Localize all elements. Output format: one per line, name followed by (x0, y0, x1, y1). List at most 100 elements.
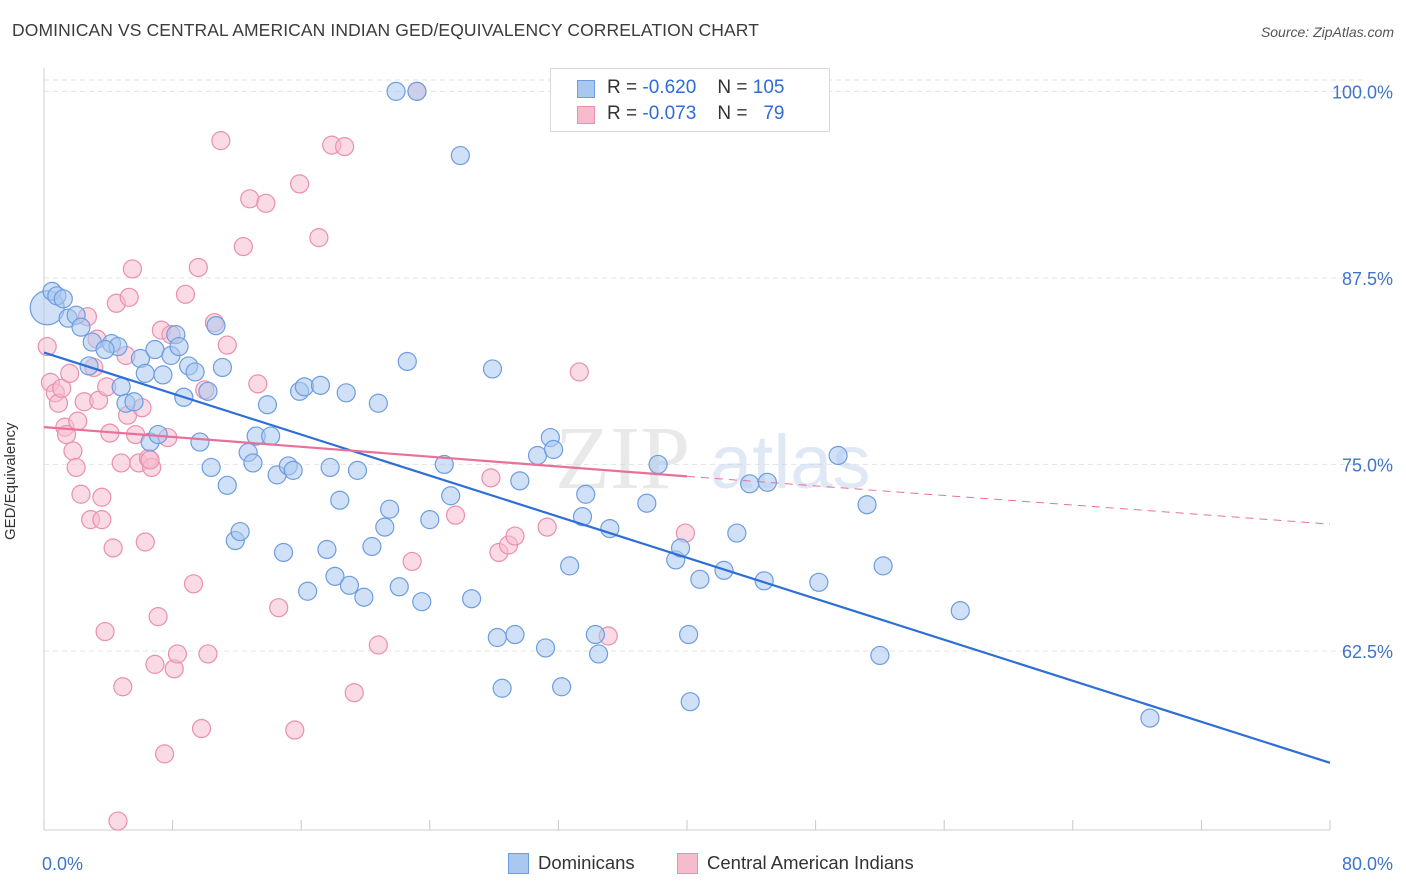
axes (43, 68, 1331, 831)
y-tick-label: 75.0% (1342, 455, 1393, 475)
legend-r-value: -0.620 (642, 77, 697, 98)
data-point (679, 624, 699, 645)
legend-n-label: N = (717, 77, 748, 98)
data-point (185, 362, 205, 382)
data-point (481, 468, 501, 488)
data-point (537, 517, 557, 537)
data-point (505, 526, 525, 546)
data-point (169, 336, 189, 357)
bottom-legend-swatch-central-american-indians (677, 853, 698, 874)
correlation-legend: R = -0.620 N = 105 R = -0.073 N = 79 (550, 68, 830, 132)
data-point (52, 378, 72, 398)
x-tick-label: 0.0% (42, 854, 83, 874)
bottom-legend-label-dominicans: Dominicans (538, 852, 635, 873)
data-point (111, 453, 131, 473)
data-point (71, 484, 91, 504)
data-point (873, 556, 893, 576)
watermark: ZIP atlas (555, 409, 871, 508)
data-point (445, 505, 466, 525)
data-point (572, 507, 593, 527)
data-point (92, 487, 112, 507)
data-point (757, 472, 777, 492)
data-point (325, 566, 345, 586)
data-point (212, 357, 233, 378)
data-point (298, 581, 318, 601)
data-point (66, 457, 86, 478)
data-point (347, 460, 368, 480)
data-point (950, 601, 970, 621)
data-point (420, 510, 440, 530)
data-point (585, 624, 605, 645)
data-point (95, 339, 115, 360)
data-point (740, 474, 760, 494)
data-point (240, 189, 260, 209)
data-point (857, 495, 877, 515)
data-point (339, 575, 360, 595)
data-point (95, 621, 115, 642)
data-point (397, 351, 417, 372)
data-point (309, 228, 329, 248)
data-point (441, 486, 461, 506)
data-point (261, 426, 281, 446)
data-point (560, 556, 580, 576)
data-point (63, 441, 83, 461)
data-point (103, 538, 123, 558)
data-point (600, 518, 620, 539)
data-point (153, 365, 173, 385)
data-point (336, 383, 356, 403)
watermark-zip: ZIP (555, 409, 690, 508)
data-point (335, 137, 355, 157)
data-point (154, 744, 175, 764)
source-label: Source: ZipAtlas.com (1260, 24, 1394, 40)
data-point (248, 374, 268, 394)
data-point (37, 336, 57, 357)
legend-r-value: -0.073 (642, 103, 697, 124)
data-point (175, 284, 196, 304)
tick-labels: 62.5% 75.0% 87.5% 100.0% 0.0% 80.0% (42, 82, 1393, 874)
data-point (183, 574, 204, 594)
data-point (119, 287, 139, 307)
data-point (368, 635, 388, 655)
data-point (527, 445, 548, 466)
data-point (167, 644, 188, 664)
legend-swatch-dominicans (577, 80, 595, 98)
data-point (492, 678, 512, 698)
y-tick-label: 87.5% (1342, 269, 1393, 289)
data-point (412, 592, 432, 612)
data-point (402, 551, 422, 572)
data-point (487, 627, 507, 648)
data-point (375, 517, 395, 537)
data-point (135, 532, 155, 552)
legend-n-value: 105 (752, 77, 785, 98)
data-point (111, 377, 131, 397)
data-point (285, 720, 305, 740)
data-point (535, 638, 556, 658)
data-point (637, 493, 657, 513)
data-point (122, 259, 143, 279)
data-point (434, 454, 454, 475)
data-point (124, 392, 144, 412)
data-point (828, 445, 848, 466)
trend-line-central-american-indians (43, 426, 688, 478)
data-point (145, 339, 165, 360)
data-point (505, 624, 525, 645)
data-point (1140, 708, 1160, 728)
data-point (217, 335, 237, 355)
data-point (389, 577, 409, 597)
data-point (576, 484, 596, 504)
data-point (257, 395, 278, 415)
data-point (108, 811, 128, 831)
data-point (294, 377, 315, 397)
data-point (273, 542, 294, 563)
data-point (482, 359, 503, 379)
legend-n-value: 79 (763, 103, 785, 124)
legend-swatch-central-american-indians (577, 106, 595, 124)
gridlines (44, 79, 1366, 652)
trend-line-dominicans (43, 351, 1331, 764)
bottom-legend-label-central-american-indians: Central American Indians (707, 852, 914, 873)
data-point (317, 539, 337, 560)
data-point (680, 692, 700, 712)
bottom-legend-swatch-dominicans (508, 853, 529, 874)
data-point (310, 375, 331, 395)
